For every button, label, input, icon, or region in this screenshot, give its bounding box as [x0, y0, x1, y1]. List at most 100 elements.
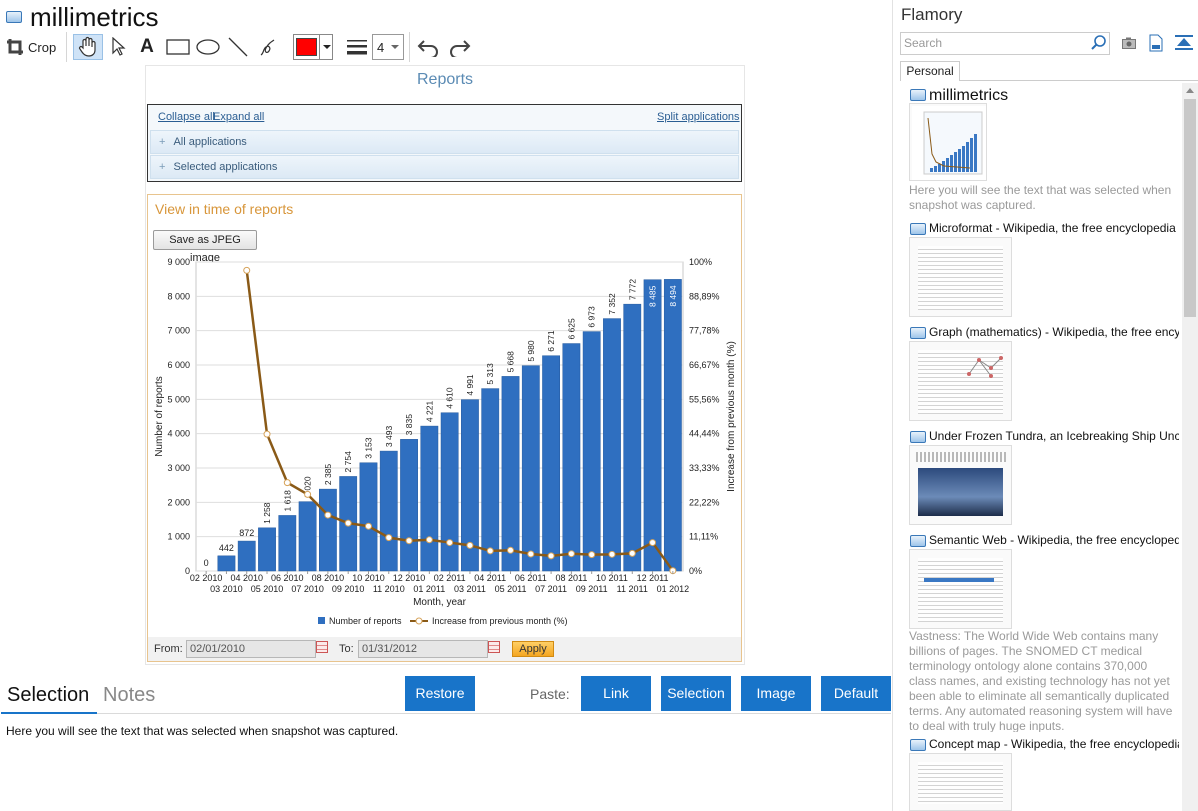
page-thumbnail-image [918, 350, 1003, 414]
plus-icon: + [159, 136, 166, 148]
y-tick-label: 1 000 [167, 532, 190, 542]
snapshot-title[interactable]: Graph (mathematics) - Wikipedia, the fre… [929, 325, 1179, 339]
expand-all-link[interactable]: Expand all [213, 111, 265, 123]
plus-icon: + [159, 161, 166, 173]
bar [359, 462, 378, 572]
collapse-panel-icon[interactable] [1175, 35, 1193, 51]
freehand-tool-button[interactable] [256, 34, 280, 60]
bar-value-label: 3 153 [363, 437, 373, 459]
calendar-icon[interactable] [488, 641, 500, 653]
color-swatch [296, 38, 317, 56]
x-tick-label: 08 2010 [312, 573, 345, 583]
document-icon[interactable] [1149, 34, 1163, 52]
increase-point [446, 539, 454, 547]
all-applications-row[interactable]: + All applications [150, 130, 739, 154]
paste-image-button[interactable]: Image [741, 676, 811, 711]
snapshot-thumbnail[interactable] [909, 445, 1012, 525]
snapshot-title[interactable]: Semantic Web - Wikipedia, the free encyc… [929, 533, 1179, 547]
ellipse-icon [196, 39, 220, 55]
bar-value-label: 6 973 [587, 306, 597, 328]
bar-value-label: 3 493 [384, 426, 394, 448]
calendar-icon[interactable] [316, 641, 328, 653]
split-applications-link[interactable]: Split applications [657, 111, 740, 123]
x-tick-label: 03 2011 [454, 584, 486, 594]
camera-icon[interactable] [1122, 37, 1136, 49]
bar [420, 425, 439, 572]
bar [258, 527, 276, 572]
active-tab-indicator [1, 712, 97, 714]
legend-bar-swatch [318, 617, 325, 624]
search-input[interactable]: Search [900, 32, 1110, 55]
selected-applications-row[interactable]: + Selected applications [150, 155, 739, 179]
paste-link-button[interactable]: Link [581, 676, 651, 711]
increase-point [283, 479, 291, 487]
text-tool-button[interactable]: A [136, 34, 158, 60]
search-icon[interactable] [1091, 35, 1107, 51]
snapshot-title[interactable]: Under Frozen Tundra, an Icebreaking Ship… [929, 429, 1179, 443]
bar-value-label: 3 835 [404, 414, 414, 436]
increase-point [364, 522, 372, 530]
bar [623, 303, 642, 572]
snapshot-thumbnail[interactable] [909, 549, 1012, 629]
apply-button[interactable]: Apply [512, 641, 554, 657]
snapshot-thumbnail[interactable] [909, 753, 1012, 811]
line-width-icon-button[interactable] [345, 34, 369, 60]
bar [663, 279, 682, 572]
snapshot-title[interactable]: Microformat - Wikipedia, the free encycl… [929, 221, 1176, 235]
graph-figure-image [967, 356, 1003, 378]
snapshot-icon [910, 223, 926, 235]
bar [319, 488, 337, 572]
snapshot-thumbnail[interactable] [909, 103, 987, 181]
collapse-all-link[interactable]: Collapse all [158, 111, 215, 123]
x-tick-label: 01 2011 [413, 584, 445, 594]
color-picker[interactable] [293, 34, 333, 60]
x-tick-label: 03 2010 [210, 584, 243, 594]
text-icon: A [140, 36, 154, 57]
line-width-select[interactable]: 4 [372, 34, 404, 60]
ellipse-tool-button[interactable] [195, 34, 221, 60]
undo-button[interactable] [416, 34, 442, 60]
to-date-input[interactable]: 01/31/2012 [358, 640, 488, 658]
crop-label: Crop [28, 39, 57, 55]
paste-selection-button[interactable]: Selection [661, 676, 731, 711]
increase-point [243, 266, 251, 274]
increase-point [547, 552, 555, 560]
tab-notes[interactable]: Notes [103, 684, 156, 706]
snapshot-thumbnail[interactable] [909, 237, 1012, 317]
tab-selection[interactable]: Selection [7, 684, 90, 706]
bar-value-label: 6 271 [546, 330, 556, 352]
scrollbar-thumb[interactable] [1184, 99, 1196, 317]
view-title: View in time of reports [155, 201, 294, 217]
app-icon [6, 11, 22, 23]
snapshot-icon [910, 327, 926, 339]
from-date-input[interactable]: 02/01/2010 [186, 640, 316, 658]
tab-personal[interactable]: Personal [900, 61, 960, 81]
bar-value-label: 6 625 [566, 318, 576, 340]
x-tick-label: 12 2011 [637, 573, 669, 583]
save-jpeg-button[interactable]: Save as JPEG image [153, 230, 257, 264]
crop-button[interactable]: Crop [6, 34, 58, 60]
x-tick-label: 05 2010 [251, 584, 284, 594]
line-icon [228, 37, 248, 57]
snapshot-icon [910, 89, 926, 101]
snapshot-icon [910, 535, 926, 547]
scroll-up-icon[interactable] [1185, 86, 1195, 94]
paste-default-button[interactable]: Default [821, 676, 891, 711]
restore-button[interactable]: Restore [405, 676, 475, 711]
hand-icon [79, 36, 96, 57]
select-tool-button[interactable] [108, 34, 130, 60]
pan-tool-button[interactable] [73, 34, 103, 60]
y-tick-label: 6 000 [167, 360, 190, 370]
selection-highlight [924, 578, 994, 582]
rectangle-tool-button[interactable] [165, 34, 191, 60]
snapshot-thumbnail[interactable] [909, 341, 1012, 421]
redo-button[interactable] [446, 34, 472, 60]
tab-divider [1, 713, 891, 714]
freehand-icon [260, 39, 275, 56]
legend-line-marker [415, 617, 423, 625]
snapshot-title[interactable]: Concept map - Wikipedia, the free encycl… [929, 737, 1179, 751]
y2-tick-label: 0% [689, 566, 702, 576]
snapshot-title[interactable]: millimetrics [929, 87, 1009, 104]
arrow-pointer-icon [112, 37, 126, 56]
line-tool-button[interactable] [226, 34, 250, 60]
